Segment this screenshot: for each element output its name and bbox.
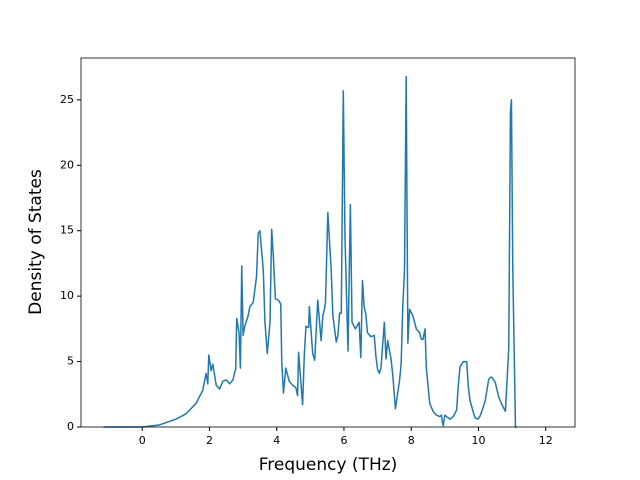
x-tick-label: 4 (273, 434, 280, 447)
x-tick-label: 6 (340, 434, 347, 447)
x-tick-label: 0 (139, 434, 146, 447)
y-tick-label: 10 (60, 289, 74, 302)
y-tick-label: 0 (67, 420, 74, 433)
y-tick-label: 20 (60, 158, 74, 171)
x-tick-label: 12 (539, 434, 553, 447)
plot-frame (80, 57, 576, 428)
x-tick-label: 10 (471, 434, 485, 447)
x-axis-label: Frequency (THz) (259, 455, 398, 475)
x-tick-label: 8 (408, 434, 415, 447)
y-tick-label: 15 (60, 224, 74, 237)
x-tick-label: 2 (206, 434, 213, 447)
y-tick-label: 25 (60, 93, 74, 106)
line (103, 75, 517, 428)
y-tick-label: 5 (67, 355, 74, 368)
y-axis-label: Density of States (26, 169, 46, 315)
